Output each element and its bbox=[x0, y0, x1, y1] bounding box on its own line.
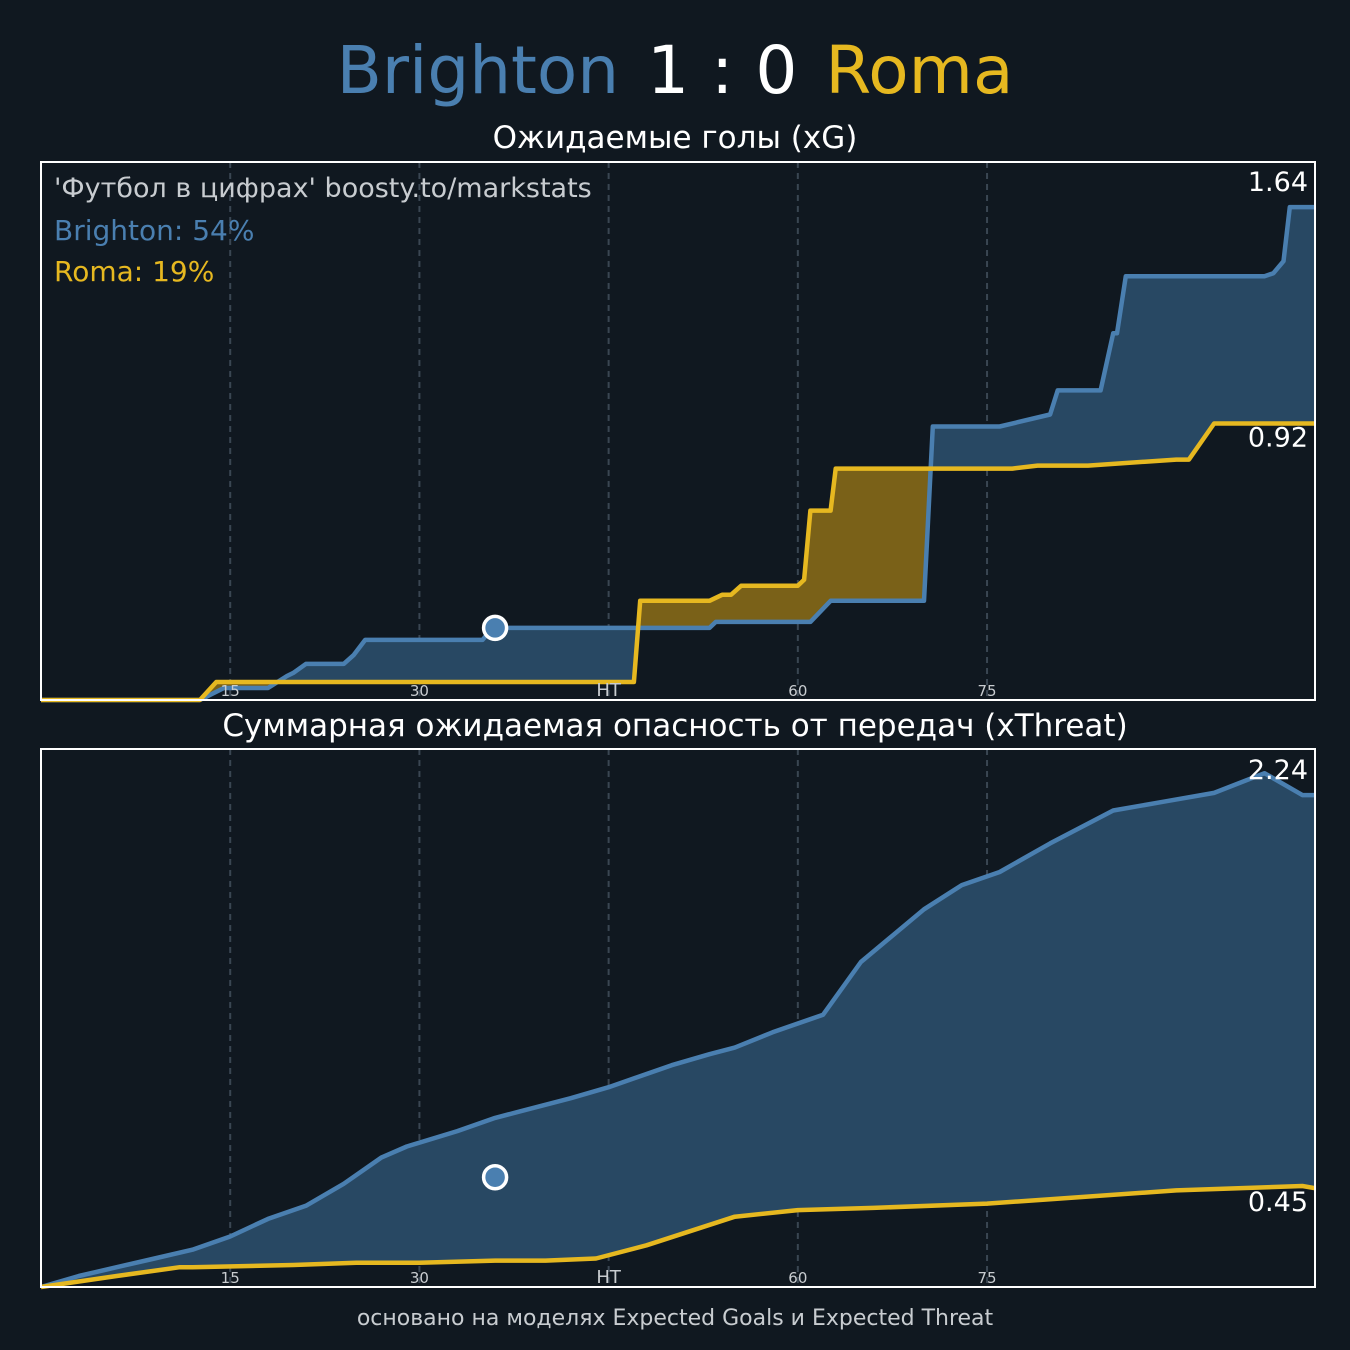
home-score: 1 bbox=[647, 32, 690, 109]
goal-marker bbox=[481, 1163, 509, 1191]
footer-note: основано на моделях Expected Goals и Exp… bbox=[356, 1306, 994, 1331]
x-tick-label: HT bbox=[596, 1267, 622, 1288]
x-tick-label: HT bbox=[596, 680, 622, 701]
xt-chart-title: Суммарная ожидаемая опасность от передач… bbox=[222, 708, 1128, 744]
legend-home-share: Brighton: 54% bbox=[54, 214, 254, 247]
source-credit: 'Футбол в цифрах' boosty.to/markstats bbox=[54, 173, 592, 204]
away-series-line bbox=[41, 421, 1315, 703]
away-score: 0 bbox=[755, 32, 798, 109]
xg-chart: 15 30 HT 60 75 1.64 0.92 'Футбол в цифрах' boos… bbox=[40, 161, 1316, 703]
xt-chart: 15 30 HT 60 75 2.24 0.45 bbox=[40, 748, 1316, 1290]
home-advantage-fill bbox=[931, 207, 1315, 469]
legend-away-share: Roma: 19% bbox=[54, 255, 214, 288]
goal-marker bbox=[481, 614, 509, 642]
home-team-name: Brighton bbox=[336, 32, 620, 109]
x-tick-label: 60 bbox=[788, 1269, 807, 1287]
away-final-value: 0.92 bbox=[1248, 422, 1308, 453]
xg-chart-title: Ожидаемые голы (xG) bbox=[492, 120, 858, 156]
plot-frame bbox=[40, 748, 1316, 1288]
away-final-value: 0.45 bbox=[1248, 1187, 1308, 1218]
home-final-value: 2.24 bbox=[1248, 755, 1308, 786]
home-series-line bbox=[40, 770, 1315, 1290]
plot-frame bbox=[40, 161, 1316, 701]
x-tick-label: 75 bbox=[977, 1269, 996, 1287]
home-final-value: 1.64 bbox=[1248, 167, 1308, 198]
x-tick-label: 60 bbox=[788, 682, 807, 700]
x-tick-label: 15 bbox=[221, 682, 240, 700]
x-tick-label: 75 bbox=[977, 682, 996, 700]
x-tick-label: 30 bbox=[410, 1269, 429, 1287]
home-series-line bbox=[41, 204, 1315, 703]
away-advantage-fill bbox=[638, 455, 932, 628]
score-separator: : bbox=[711, 32, 734, 109]
away-team-name: Roma bbox=[825, 32, 1014, 109]
x-tick-label: 15 bbox=[221, 1269, 240, 1287]
scoreline: Brighton 1:0 Roma bbox=[0, 28, 1350, 114]
home-advantage-fill bbox=[41, 773, 1315, 1287]
x-tick-label: 30 bbox=[410, 682, 429, 700]
away-series-line bbox=[40, 1183, 1316, 1290]
